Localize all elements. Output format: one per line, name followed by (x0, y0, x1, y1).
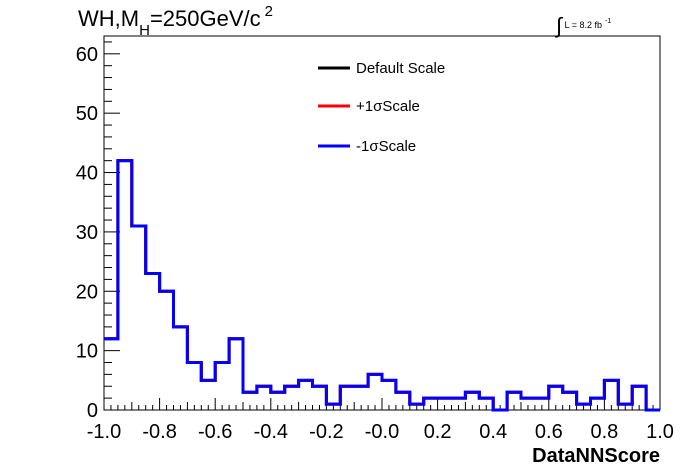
chart-title: WH,MH=250GeV/c 2 (78, 3, 273, 39)
integral-symbol: ∫ (556, 13, 563, 38)
x-tick-label: 0.6 (535, 421, 563, 443)
title-subscript: H (139, 22, 150, 39)
y-tick-label: 10 (76, 341, 98, 363)
y-tick-label: 0 (87, 400, 98, 422)
x-tick-label: -0.2 (309, 421, 343, 443)
legend: Default Scale +1σScale -1σScale (318, 60, 445, 155)
series-line-1 (104, 159, 660, 412)
legend-label: Default Scale (356, 60, 445, 77)
x-tick-label: 0.4 (479, 421, 507, 443)
x-tick-label: 0.2 (424, 421, 452, 443)
y-tick-label: 60 (76, 44, 98, 66)
lumi-text: L = 8.2 fb (564, 20, 602, 30)
title-prefix: WH,M (78, 6, 140, 31)
x-tick-label: -0.0 (365, 421, 399, 443)
series-layer (104, 159, 660, 412)
x-axis-label: DataNNScore (532, 445, 660, 467)
legend-label: +1σScale (356, 98, 420, 115)
x-tick-label: -0.6 (198, 421, 232, 443)
y-tick-label: 20 (76, 281, 98, 303)
x-tick-label: -1.0 (87, 421, 121, 443)
series-line-2 (104, 159, 660, 412)
title-superscript: 2 (264, 3, 273, 20)
series-line-0 (104, 159, 660, 412)
lumi-superscript: -1 (605, 18, 612, 25)
x-tick-label: -0.8 (142, 421, 176, 443)
y-tick-label: 50 (76, 103, 98, 125)
x-axis-ticks: -1.0 -0.8 -0.6 -0.4 -0.2 -0.0 0.2 0.4 0.6 0.8 1.0 (87, 398, 674, 443)
title-mid: =250GeV/c (149, 6, 261, 31)
y-tick-label: 30 (76, 222, 98, 244)
y-tick-label: 40 (76, 163, 98, 185)
x-tick-label: 0.8 (590, 421, 618, 443)
x-tick-label: -0.4 (254, 421, 288, 443)
luminosity-label: ∫ L = 8.2 fb -1 (556, 8, 612, 38)
y-axis-ticks: 0 10 20 30 40 50 60 (76, 41, 120, 422)
legend-label: -1σScale (356, 138, 416, 155)
x-tick-label: 1.0 (646, 421, 674, 443)
